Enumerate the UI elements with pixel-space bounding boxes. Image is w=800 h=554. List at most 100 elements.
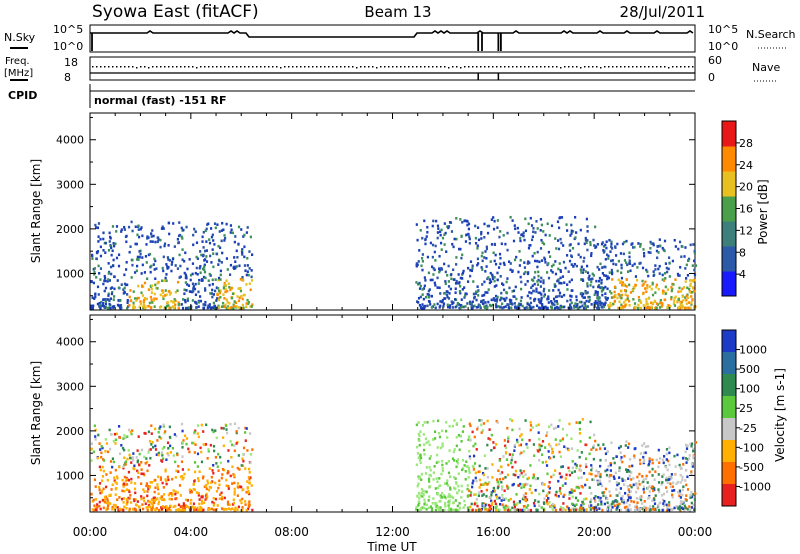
echo-cell [155, 297, 158, 301]
echo-cell [215, 286, 218, 290]
echo-cell [497, 266, 501, 269]
echo-cell [240, 228, 243, 231]
echo-cell [457, 508, 460, 512]
echo-cell [130, 276, 133, 279]
echo-cell [685, 298, 688, 302]
echo-cell [243, 500, 247, 503]
nave-dot [336, 66, 338, 68]
echo-cell [441, 459, 444, 463]
nave-dot [92, 66, 94, 68]
echo-cell [160, 451, 164, 454]
echo-cell [644, 451, 647, 455]
echo-cell [661, 273, 664, 277]
echo-cell [184, 251, 187, 255]
echo-cell [136, 264, 139, 268]
echo-cell [532, 305, 535, 309]
echo-cell [648, 460, 651, 463]
nave-dot [428, 66, 430, 68]
echo-cell [610, 296, 614, 299]
echo-cell [500, 242, 503, 246]
echo-cell [684, 246, 687, 249]
echo-cell [480, 418, 483, 422]
echo-cell [159, 238, 162, 242]
echo-cell [657, 473, 660, 476]
echo-cell [203, 263, 206, 267]
echo-cell [105, 485, 108, 489]
echo-cell [205, 492, 208, 496]
echo-cell [623, 289, 627, 292]
nave-dot [628, 66, 630, 68]
echo-cell [551, 504, 554, 507]
echo-cell [589, 240, 592, 244]
echo-cell [693, 278, 696, 282]
echo-cell [438, 306, 441, 309]
echo-cell [486, 224, 489, 228]
echo-cell [559, 270, 562, 273]
echo-cell [111, 249, 114, 253]
echo-cell [536, 477, 539, 480]
echo-cell [419, 228, 422, 232]
echo-cell [471, 481, 474, 485]
echo-cell [438, 286, 441, 290]
echo-cell [628, 259, 631, 263]
echo-cell [475, 448, 478, 451]
echo-cell [474, 493, 477, 496]
echo-cell [504, 299, 507, 302]
echo-cell [98, 500, 101, 504]
echo-cell [581, 485, 584, 489]
echo-cell [465, 460, 468, 464]
echo-cell [125, 260, 128, 264]
echo-cell [175, 508, 178, 512]
echo-cell [464, 240, 468, 243]
nave-dot [484, 66, 486, 68]
echo-cell [657, 287, 660, 291]
echo-cell [645, 298, 648, 301]
echo-cell [661, 458, 665, 462]
echo-cell [613, 461, 616, 465]
echo-cell [476, 290, 479, 294]
echo-cell [644, 506, 647, 510]
nave-dot [504, 66, 506, 68]
echo-cell [182, 476, 185, 480]
echo-cell [149, 480, 152, 484]
echo-cell [580, 300, 583, 304]
echo-cell [417, 432, 420, 436]
echo-cell [654, 470, 657, 473]
echo-cell [611, 259, 614, 262]
echo-cell [446, 290, 449, 294]
echo-cell [542, 289, 545, 293]
echo-cell [658, 238, 661, 241]
echo-cell [471, 306, 474, 310]
echo-cell [536, 265, 539, 269]
echo-cell [561, 305, 565, 309]
echo-cell [204, 249, 207, 253]
echo-cell [172, 489, 175, 492]
echo-cell [174, 290, 177, 294]
echo-cell [617, 482, 620, 485]
echo-cell [533, 504, 536, 508]
echo-cell [419, 461, 422, 465]
echo-cell [459, 306, 462, 310]
echo-cell [545, 434, 548, 437]
echo-cell [692, 455, 695, 458]
echo-cell [493, 242, 496, 246]
echo-cell [609, 508, 612, 512]
echo-cell [604, 487, 608, 491]
echo-cell [248, 282, 251, 285]
echo-cell [440, 495, 444, 499]
echo-cell [613, 299, 617, 303]
echo-cell [469, 491, 473, 494]
echo-cell [490, 501, 494, 505]
echo-cell [417, 508, 420, 512]
echo-cell [95, 276, 98, 279]
echo-cell [504, 305, 507, 308]
echo-cell [556, 295, 559, 298]
echo-cell [611, 500, 615, 504]
echo-cell [107, 248, 111, 252]
echo-cell [103, 279, 106, 283]
nave-dot [136, 67, 138, 69]
echo-cell [248, 432, 252, 435]
echo-cell [420, 306, 423, 309]
echo-cell [416, 263, 419, 267]
echo-cell [163, 498, 166, 502]
